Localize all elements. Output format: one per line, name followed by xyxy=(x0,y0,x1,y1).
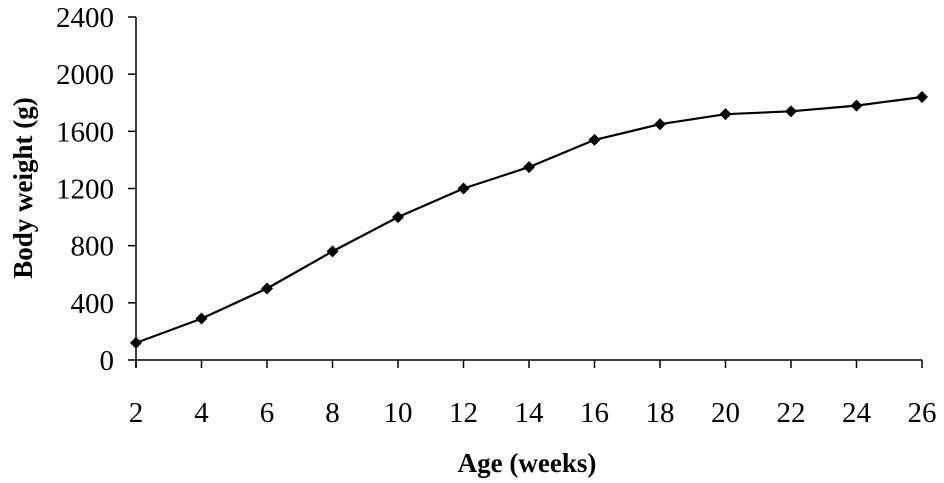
x-tick-label: 10 xyxy=(384,397,413,429)
y-tick-label: 800 xyxy=(71,231,115,263)
data-point-marker xyxy=(850,99,863,112)
data-point-marker xyxy=(457,182,470,195)
x-tick-label: 12 xyxy=(449,397,478,429)
x-tick-labels: 2 4 6 8 10 12 14 16 18 20 22 24 26 xyxy=(129,397,937,429)
x-tick-label: 18 xyxy=(646,397,675,429)
y-tick-label: 1200 xyxy=(56,174,114,206)
y-tick-label: 2000 xyxy=(56,59,114,91)
y-tick-label: 400 xyxy=(71,288,115,320)
x-tick-label: 20 xyxy=(711,397,740,429)
data-point-marker xyxy=(719,108,732,121)
y-axis-title: Body weight (g) xyxy=(8,97,38,279)
data-point-marker xyxy=(588,133,601,146)
x-tick-label: 22 xyxy=(777,397,806,429)
data-point-marker xyxy=(916,91,928,104)
x-axis-title: Age (weeks) xyxy=(458,448,597,478)
data-point-marker xyxy=(523,161,535,174)
data-point-marker xyxy=(392,211,404,224)
x-tick-label: 14 xyxy=(515,397,545,429)
data-point-marker xyxy=(326,245,339,258)
y-tick-label: 1600 xyxy=(56,116,114,148)
x-tick-label: 2 xyxy=(129,397,144,429)
x-tick-label: 24 xyxy=(842,397,872,429)
series-layer xyxy=(130,91,928,349)
y-tick-label: 2400 xyxy=(56,2,114,34)
x-tick-label: 16 xyxy=(580,397,609,429)
x-tick-label: 6 xyxy=(260,397,275,429)
data-point-marker xyxy=(195,312,208,325)
data-point-marker xyxy=(261,282,273,295)
x-tick-label: 26 xyxy=(908,397,937,429)
data-point-marker xyxy=(130,336,142,349)
data-point-marker xyxy=(654,118,666,131)
chart-axes xyxy=(128,16,923,368)
data-point-marker xyxy=(785,105,797,118)
x-tick-label: 4 xyxy=(194,397,209,429)
y-tick-label: 0 xyxy=(100,345,115,377)
x-tick-label: 8 xyxy=(325,397,340,429)
series-line xyxy=(135,95,923,344)
y-tick-labels: 0 400 800 1200 1600 2000 2400 xyxy=(56,2,114,377)
